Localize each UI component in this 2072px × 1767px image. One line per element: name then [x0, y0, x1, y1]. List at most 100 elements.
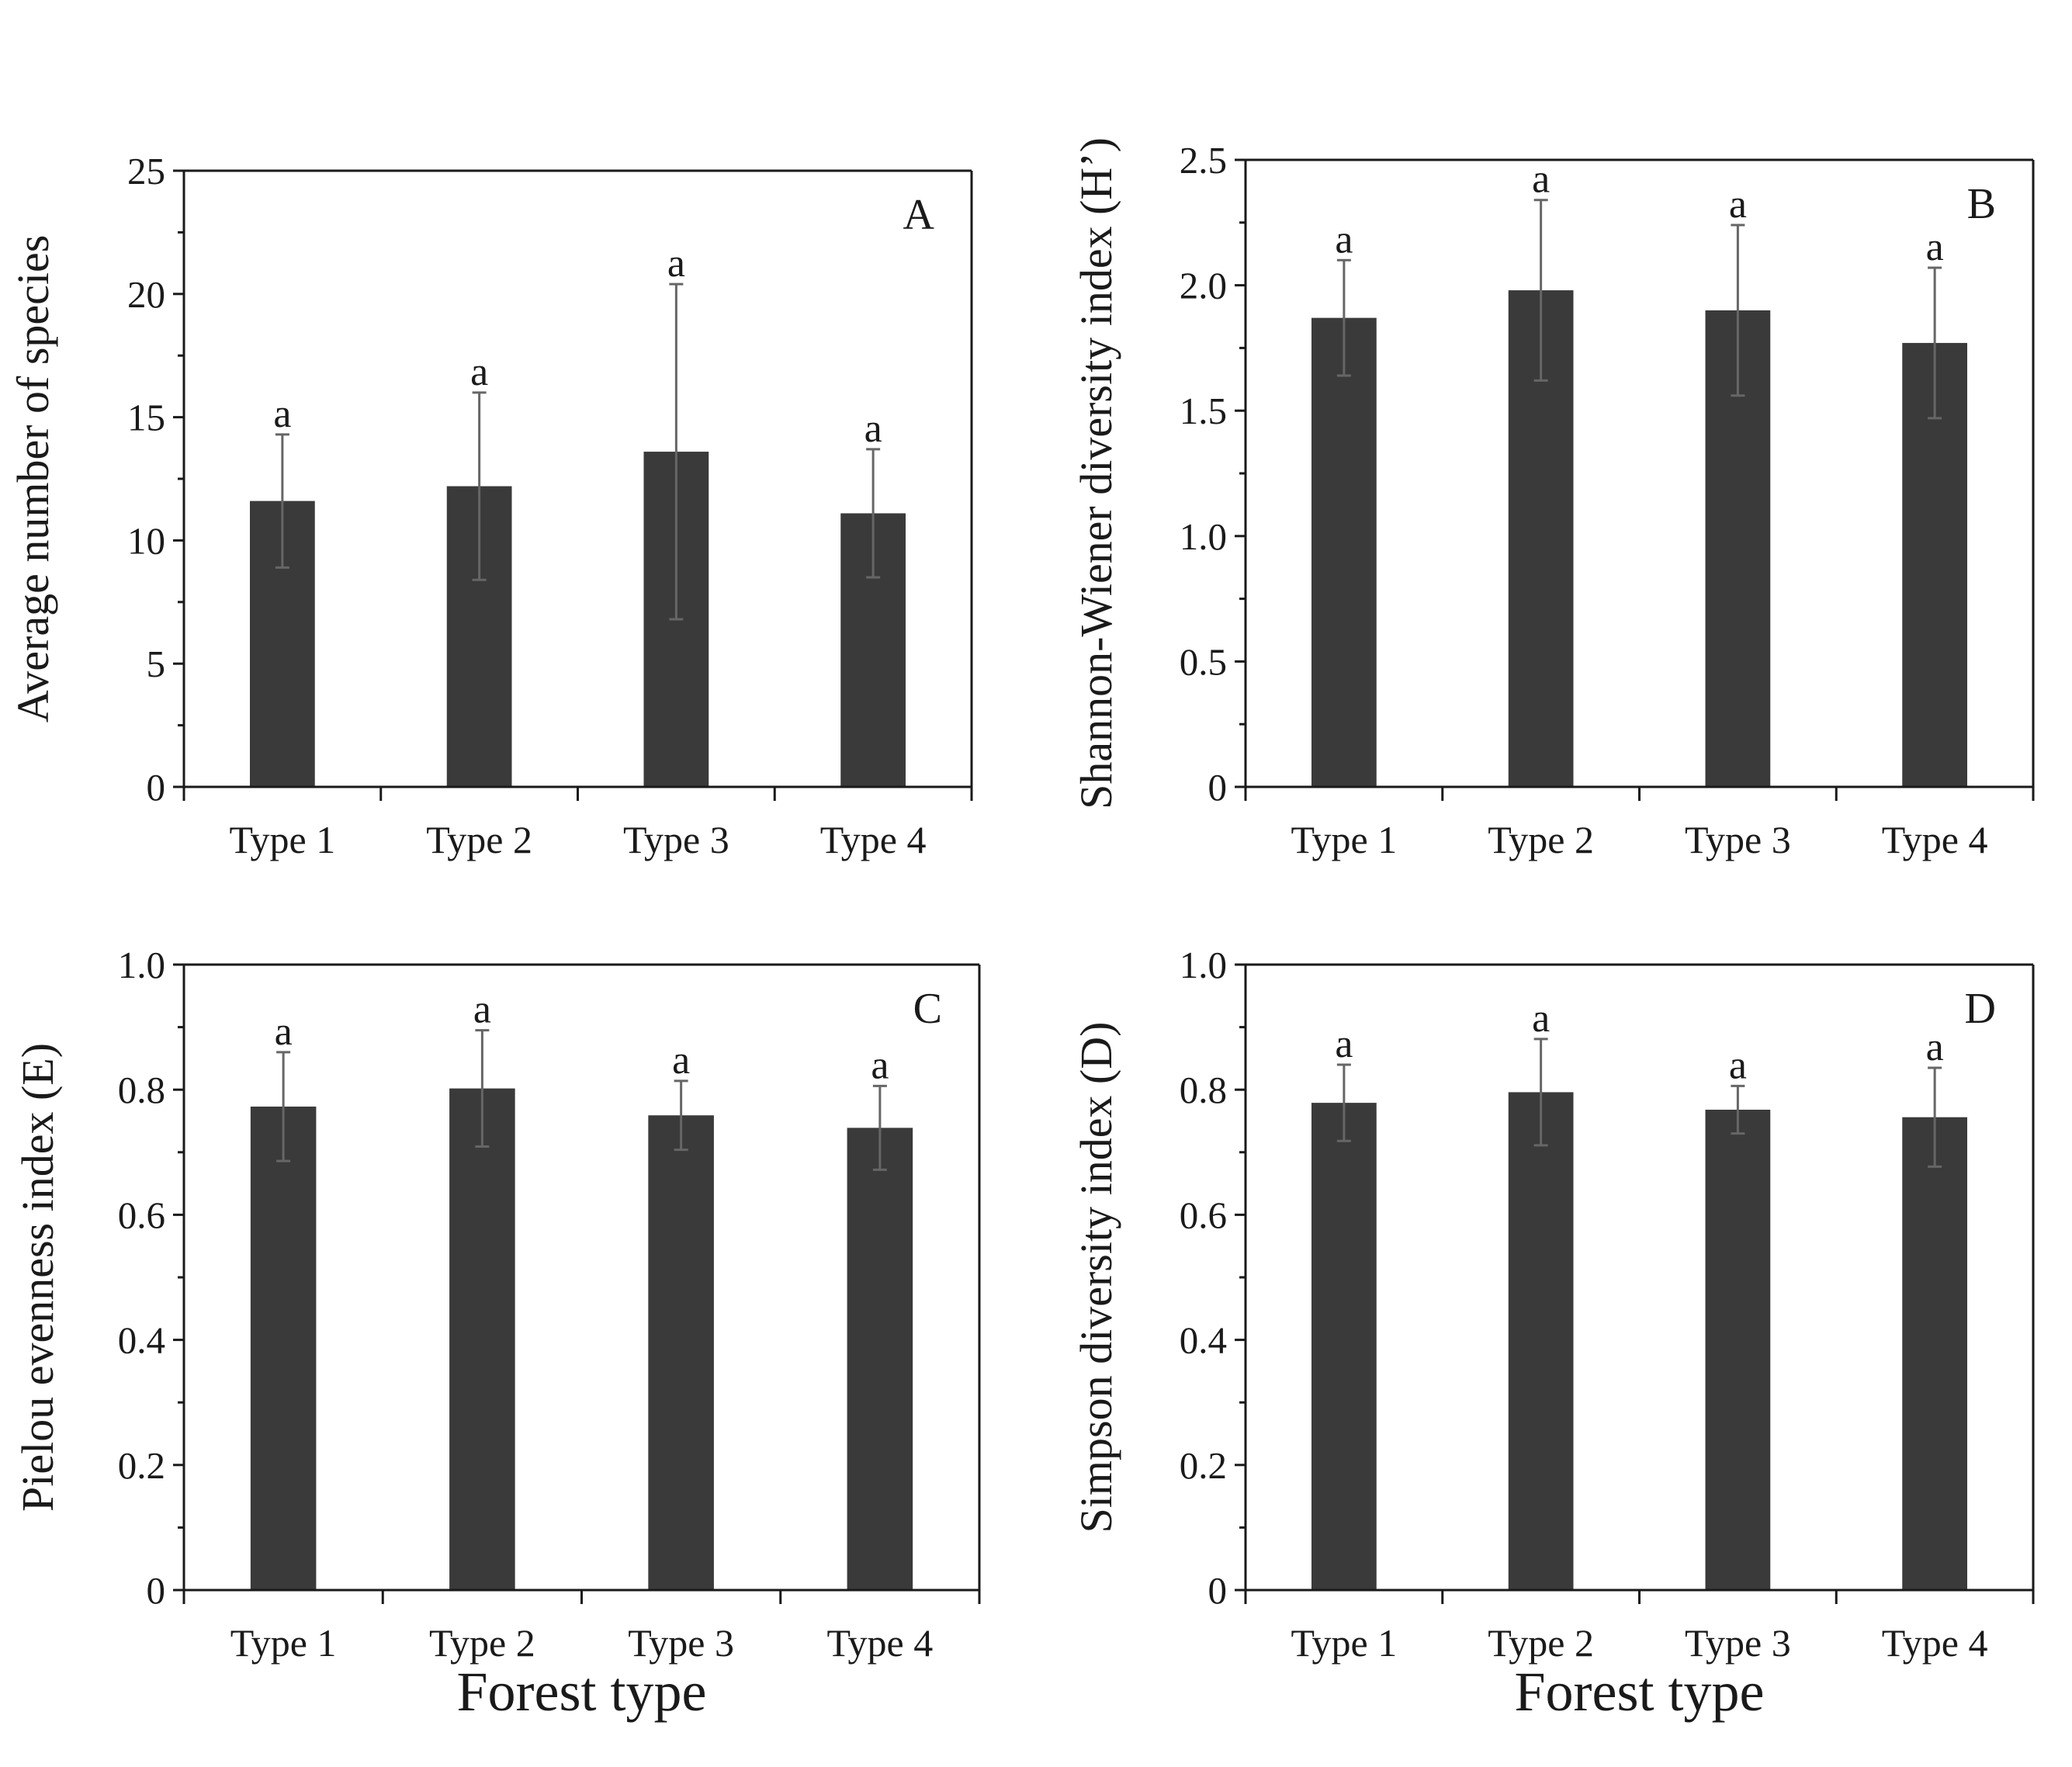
x-tick-label-c-3: Type 3	[628, 1621, 734, 1665]
x-axis-title-d: Forest type	[1515, 1661, 1765, 1723]
bar-d-4	[1902, 1117, 1967, 1590]
bar-c-3	[648, 1115, 714, 1590]
x-tick-label-b-2: Type 2	[1488, 818, 1594, 861]
x-tick-label-a-2: Type 2	[426, 818, 532, 861]
x-tick-label-d-1: Type 1	[1291, 1621, 1398, 1665]
error-bar-a-4	[866, 448, 881, 579]
significance-letter-c-2: a	[473, 988, 491, 1032]
x-axis-title-c: Forest type	[457, 1661, 707, 1723]
y-tick-label-d-0: 0	[1208, 1569, 1228, 1612]
significance-letter-d-1: a	[1335, 1022, 1353, 1066]
x-tick-label-c-4: Type 4	[827, 1621, 934, 1665]
bar-b-1	[1311, 317, 1377, 788]
panel-a: a Type 1 a Type 2 a Type 3 a Type 4 0 5 10 15 20 25 A A…	[8, 150, 973, 861]
y-tick-label-a-4: 20	[127, 273, 165, 316]
significance-letter-a-4: a	[864, 407, 882, 451]
significance-letter-b-4: a	[1926, 225, 1944, 269]
panel-letter-a: A	[903, 191, 935, 239]
panel-d: a Type 1 a Type 2 a Type 3 a Type 4 0 0.2 0.4 0.6 0.…	[1071, 944, 2035, 1723]
y-axis-title-a: Average number of species	[8, 235, 58, 723]
x-tick-label-b-1: Type 1	[1291, 818, 1398, 861]
significance-letter-b-1: a	[1335, 217, 1353, 262]
error-bar-b-4	[1928, 266, 1942, 420]
y-tick-label-a-1: 5	[147, 643, 166, 685]
error-bar-d-3	[1731, 1084, 1745, 1135]
y-tick-label-c-4: 0.8	[118, 1069, 165, 1111]
error-bar-c-1	[276, 1051, 291, 1162]
error-bar-d-1	[1336, 1063, 1351, 1142]
y-tick-label-a-5: 25	[127, 150, 165, 192]
y-tick-label-d-1: 0.2	[1180, 1444, 1227, 1487]
bar-d-1	[1311, 1103, 1377, 1590]
axes-b	[1235, 158, 2035, 801]
y-tick-label-b-0: 0	[1208, 766, 1228, 809]
x-tick-label-a-1: Type 1	[230, 818, 336, 861]
x-tick-label-b-3: Type 3	[1685, 818, 1791, 861]
error-bar-a-2	[472, 391, 487, 581]
y-tick-label-c-3: 0.6	[118, 1194, 165, 1236]
x-tick-label-b-4: Type 4	[1882, 818, 1988, 861]
x-tick-label-d-2: Type 2	[1488, 1621, 1594, 1665]
error-bar-c-4	[872, 1084, 887, 1171]
significance-letter-a-1: a	[273, 392, 291, 436]
axes-a	[173, 169, 973, 801]
error-bar-d-4	[1928, 1066, 1942, 1168]
x-tick-label-c-1: Type 1	[230, 1621, 337, 1665]
y-tick-label-d-5: 1.0	[1180, 944, 1227, 986]
panel-letter-d: D	[1965, 985, 1996, 1033]
y-tick-label-d-4: 0.8	[1180, 1069, 1227, 1111]
error-bar-b-3	[1731, 223, 1745, 397]
bar-d-3	[1705, 1109, 1771, 1590]
axes-d	[1235, 963, 2035, 1604]
error-bar-c-3	[674, 1079, 688, 1152]
y-tick-label-b-3: 1.5	[1180, 390, 1227, 432]
axes-c	[173, 963, 981, 1604]
significance-letter-d-2: a	[1532, 996, 1550, 1041]
significance-letter-c-1: a	[275, 1010, 293, 1054]
significance-letter-d-4: a	[1926, 1025, 1944, 1069]
y-tick-label-d-2: 0.4	[1180, 1319, 1227, 1362]
y-tick-label-b-5: 2.5	[1180, 139, 1227, 182]
panel-c: a Type 1 a Type 2 a Type 3 a Type 4 0 0.2 0.4 0.6 0.…	[12, 944, 981, 1723]
y-tick-label-c-2: 0.4	[118, 1319, 165, 1362]
significance-letter-a-2: a	[470, 350, 488, 394]
significance-letter-b-3: a	[1729, 182, 1747, 227]
y-tick-label-b-4: 2.0	[1180, 265, 1227, 307]
x-tick-label-a-3: Type 3	[623, 818, 729, 861]
significance-letter-b-2: a	[1532, 158, 1550, 202]
y-tick-label-a-3: 15	[127, 397, 165, 439]
y-axis-title-c: Pielou evenness index (E)	[12, 1043, 63, 1512]
y-tick-label-b-2: 1.0	[1180, 515, 1227, 558]
x-tick-label-a-4: Type 4	[820, 818, 927, 861]
error-bar-b-2	[1533, 199, 1548, 382]
y-axis-title-d: Simpson diversity index (D)	[1071, 1022, 1121, 1533]
x-tick-label-d-4: Type 4	[1882, 1621, 1988, 1665]
y-tick-label-a-2: 10	[127, 519, 165, 562]
panel-letter-c: C	[913, 985, 942, 1033]
y-tick-label-b-1: 0.5	[1180, 640, 1227, 683]
y-axis-title-b: Shannon-Wiener diversity index (H’)	[1071, 137, 1121, 809]
x-tick-label-d-3: Type 3	[1685, 1621, 1791, 1665]
significance-letter-c-3: a	[672, 1038, 690, 1083]
y-tick-label-c-1: 0.2	[118, 1444, 165, 1487]
panel-letter-b: B	[1967, 180, 1996, 228]
x-tick-label-c-2: Type 2	[429, 1621, 535, 1665]
y-tick-label-a-0: 0	[147, 766, 166, 809]
error-bar-d-2	[1533, 1038, 1548, 1147]
error-bar-a-3	[669, 282, 684, 621]
y-tick-label-c-5: 1.0	[118, 944, 165, 986]
bar-c-4	[847, 1128, 913, 1590]
error-bar-a-1	[275, 433, 289, 569]
bar-c-2	[449, 1088, 515, 1590]
y-tick-label-d-3: 0.6	[1180, 1194, 1227, 1236]
significance-letter-d-3: a	[1729, 1043, 1747, 1087]
error-bar-b-1	[1336, 258, 1351, 377]
bar-c-1	[250, 1106, 317, 1590]
bar-d-2	[1508, 1092, 1574, 1590]
panel-b: a Type 1 a Type 2 a Type 3 a Type 4 0 0.5 1.0 1.5 2.…	[1071, 137, 2035, 861]
significance-letter-c-4: a	[871, 1043, 889, 1087]
error-bar-c-2	[475, 1029, 490, 1149]
significance-letter-a-3: a	[667, 241, 685, 286]
y-tick-label-c-0: 0	[147, 1569, 166, 1612]
